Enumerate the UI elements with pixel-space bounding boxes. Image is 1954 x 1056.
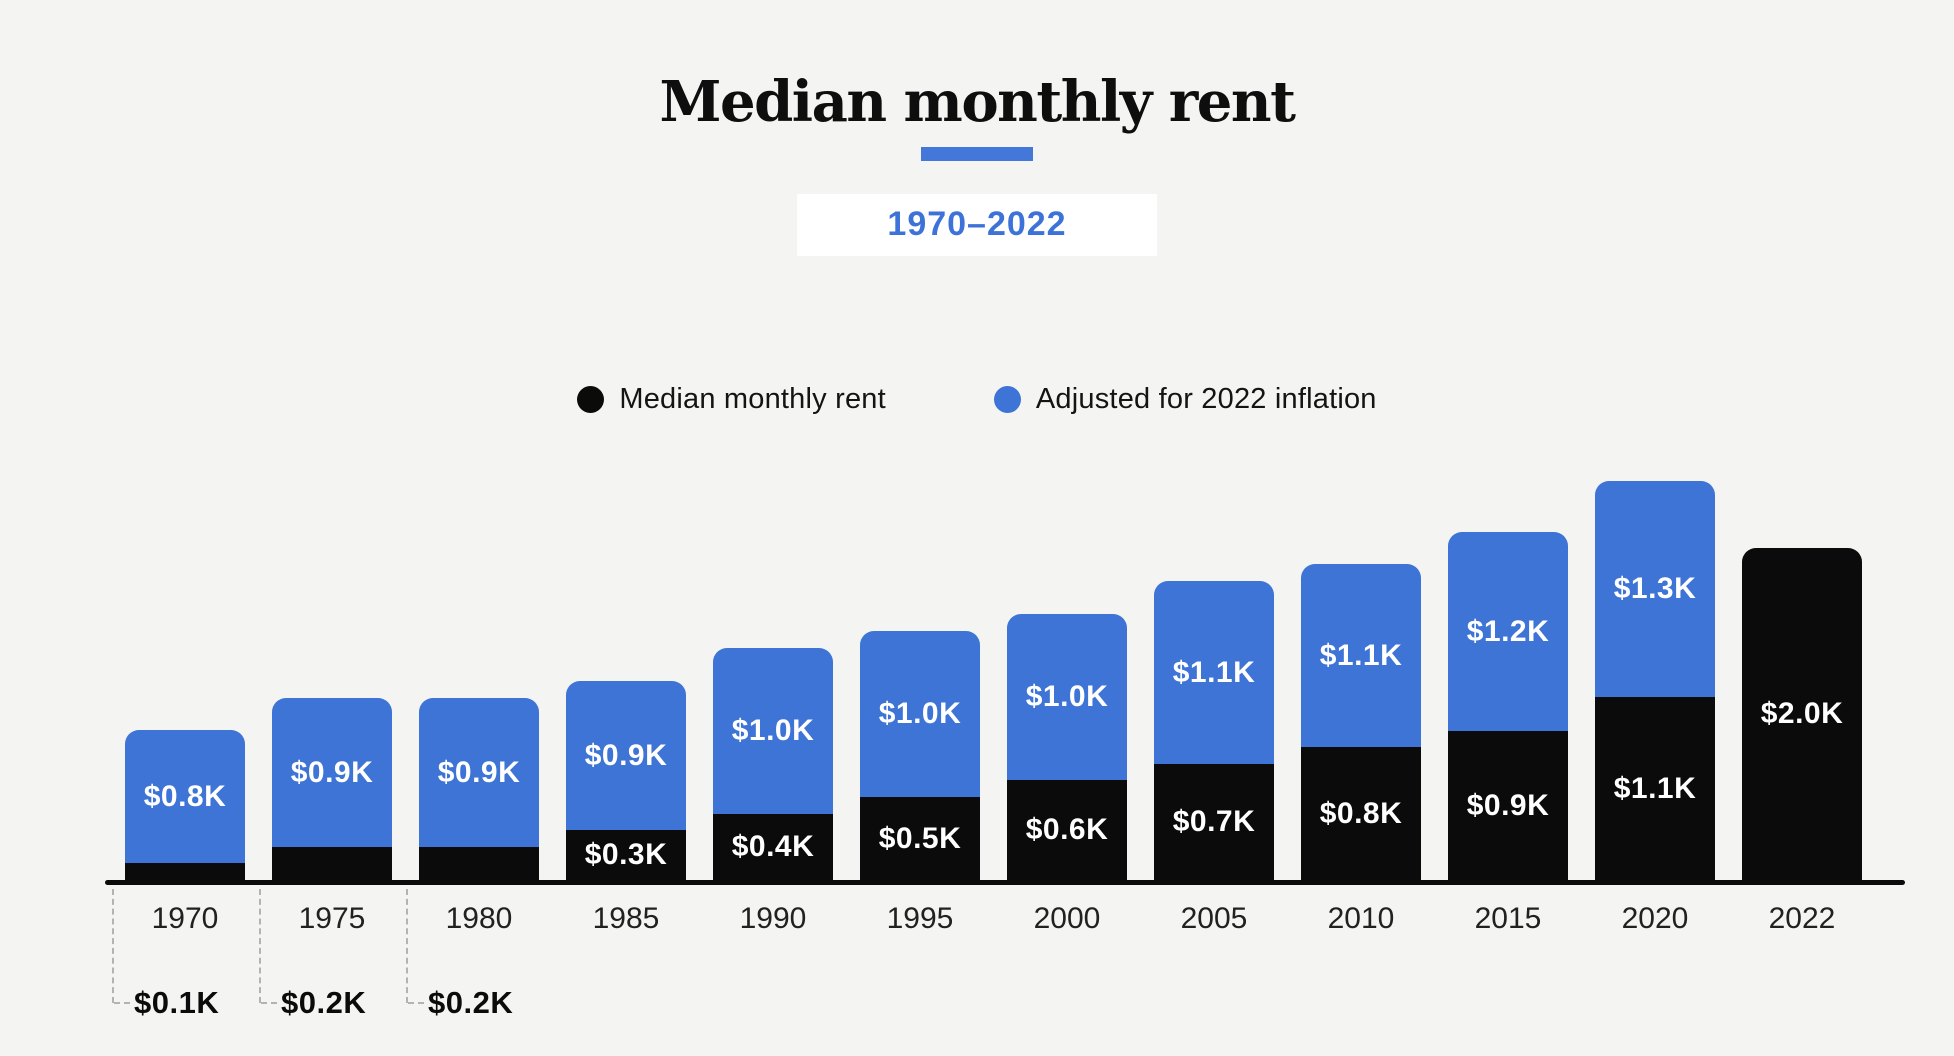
bar-segment-nominal: $0.8K <box>1301 747 1421 880</box>
bar-segment-adjusted: $1.3K <box>1595 481 1715 697</box>
bar-segment-nominal: $0.5K <box>860 797 980 880</box>
x-axis-label-2022: 2022 <box>1768 902 1836 935</box>
bar-value-label: $0.6K <box>1025 813 1109 846</box>
title-underline <box>921 146 1033 161</box>
x-axis-label-1975: 1975 <box>298 902 366 935</box>
x-axis-label-2010: 2010 <box>1327 902 1395 935</box>
bar-value-label: $1.0K <box>1025 680 1109 713</box>
bar-value-label: $1.2K <box>1466 614 1550 648</box>
bar-value-label-outside: $0.1K <box>134 985 220 1020</box>
bar-value-label: $0.9K <box>290 755 374 789</box>
bar-segment-adjusted: $1.0K <box>1007 614 1127 780</box>
bar-1970: $0.8K <box>125 730 245 880</box>
bar-segment-nominal: $0.7K <box>1154 764 1274 880</box>
bar-segment-adjusted: $1.0K <box>860 631 980 797</box>
bar-segment-adjusted: $0.9K <box>419 698 539 847</box>
bar-segment-nominal: $2.0K <box>1742 548 1862 880</box>
x-axis-label-2015: 2015 <box>1474 902 1542 935</box>
bar-value-label: $1.0K <box>731 714 815 747</box>
bar-value-label: $0.9K <box>1466 788 1550 822</box>
bar-2010: $1.1K $0.8K <box>1301 564 1421 880</box>
bars-row: $0.8K $0.9K $0.9K $0.9K $0.3K $1.0K $0.4K $1.0K… <box>105 479 1905 880</box>
leader-line-vertical <box>112 889 114 1003</box>
bar-2000: $1.0K $0.6K <box>1007 614 1127 880</box>
bar-value-label: $0.9K <box>584 738 668 772</box>
bar-1980: $0.9K <box>419 698 539 880</box>
legend-item-nominal: Median monthly rent <box>577 383 886 416</box>
bar-1985: $0.9K $0.3K <box>566 681 686 880</box>
bar-segment-nominal <box>419 847 539 880</box>
leader-line-vertical <box>259 889 261 1003</box>
bar-segment-adjusted: $0.8K <box>125 730 245 863</box>
rent-bar-chart: $0.8K $0.9K $0.9K $0.9K $0.3K $1.0K $0.4K $1.0K… <box>105 479 1905 1056</box>
bar-segment-nominal <box>272 847 392 880</box>
x-axis-label-1990: 1990 <box>739 902 807 935</box>
x-axis-label-1985: 1985 <box>592 902 660 935</box>
bar-2020: $1.3K $1.1K <box>1595 481 1715 880</box>
legend-dot-icon <box>993 386 1021 413</box>
x-axis-labels: 1970 1975 1980 1985 1990 1995 2000 2005 2010 2015… <box>105 902 1905 936</box>
bar-value-label: $0.8K <box>1319 796 1403 830</box>
x-axis-label-1995: 1995 <box>886 902 954 935</box>
x-axis-line <box>105 880 1905 885</box>
bar-segment-nominal <box>125 863 245 880</box>
subtitle-text: 1970–2022 <box>887 205 1067 244</box>
bar-value-label: $1.0K <box>878 697 962 730</box>
leader-line-horizontal <box>408 1002 424 1004</box>
bar-1990: $1.0K $0.4K <box>713 648 833 880</box>
bar-value-label: $1.1K <box>1319 638 1403 672</box>
bar-segment-nominal: $0.9K <box>1448 731 1568 880</box>
legend-item-label: Median monthly rent <box>619 383 886 415</box>
legend-item-adjusted: Adjusted for 2022 inflation <box>993 383 1377 416</box>
bar-value-label-outside: $0.2K <box>281 985 367 1020</box>
x-axis-label-2000: 2000 <box>1033 902 1101 935</box>
bar-2015: $1.2K $0.9K <box>1448 532 1568 880</box>
bar-2022: $2.0K <box>1742 548 1862 880</box>
bar-value-label: $1.1K <box>1172 655 1256 689</box>
x-axis-label-2020: 2020 <box>1621 902 1689 935</box>
x-axis-label-1970: 1970 <box>151 902 219 935</box>
bar-segment-nominal: $0.4K <box>713 814 833 880</box>
bar-segment-nominal: $0.6K <box>1007 780 1127 880</box>
bar-value-label: $2.0K <box>1760 697 1844 730</box>
bar-segment-nominal: $0.3K <box>566 830 686 880</box>
bar-2005: $1.1K $0.7K <box>1154 581 1274 880</box>
bar-1975: $0.9K <box>272 698 392 880</box>
bar-segment-adjusted: $1.0K <box>713 648 833 814</box>
x-axis-label-1980: 1980 <box>445 902 513 935</box>
legend-dot-icon <box>577 386 605 413</box>
leader-line-horizontal <box>114 1002 130 1004</box>
bar-value-label: $0.9K <box>437 755 521 789</box>
leader-line-vertical <box>406 889 408 1003</box>
bar-value-label: $0.4K <box>731 830 815 863</box>
page-title: Median monthly rent <box>659 69 1296 135</box>
bar-segment-adjusted: $1.1K <box>1154 581 1274 764</box>
legend-item-label: Adjusted for 2022 inflation <box>1035 383 1377 415</box>
bar-segment-adjusted: $1.1K <box>1301 564 1421 747</box>
bar-value-label: $1.3K <box>1613 572 1697 605</box>
bar-1995: $1.0K $0.5K <box>860 631 980 880</box>
bar-value-label: $0.8K <box>143 779 227 813</box>
chart-legend: Median monthly rent Adjusted for 2022 inf… <box>0 383 1954 416</box>
x-axis-label-2005: 2005 <box>1180 902 1248 935</box>
subtitle-badge: 1970–2022 <box>797 193 1157 256</box>
bar-segment-adjusted: $0.9K <box>272 698 392 847</box>
bar-segment-adjusted: $0.9K <box>566 681 686 830</box>
leader-line-horizontal <box>261 1002 277 1004</box>
bar-value-label: $0.5K <box>878 821 962 855</box>
bar-value-label: $1.1K <box>1613 771 1697 805</box>
bar-value-label: $0.3K <box>584 838 668 871</box>
bar-value-label: $0.7K <box>1172 805 1256 838</box>
bar-segment-nominal: $1.1K <box>1595 697 1715 880</box>
bar-segment-adjusted: $1.2K <box>1448 532 1568 731</box>
bar-value-label-outside: $0.2K <box>428 985 514 1020</box>
